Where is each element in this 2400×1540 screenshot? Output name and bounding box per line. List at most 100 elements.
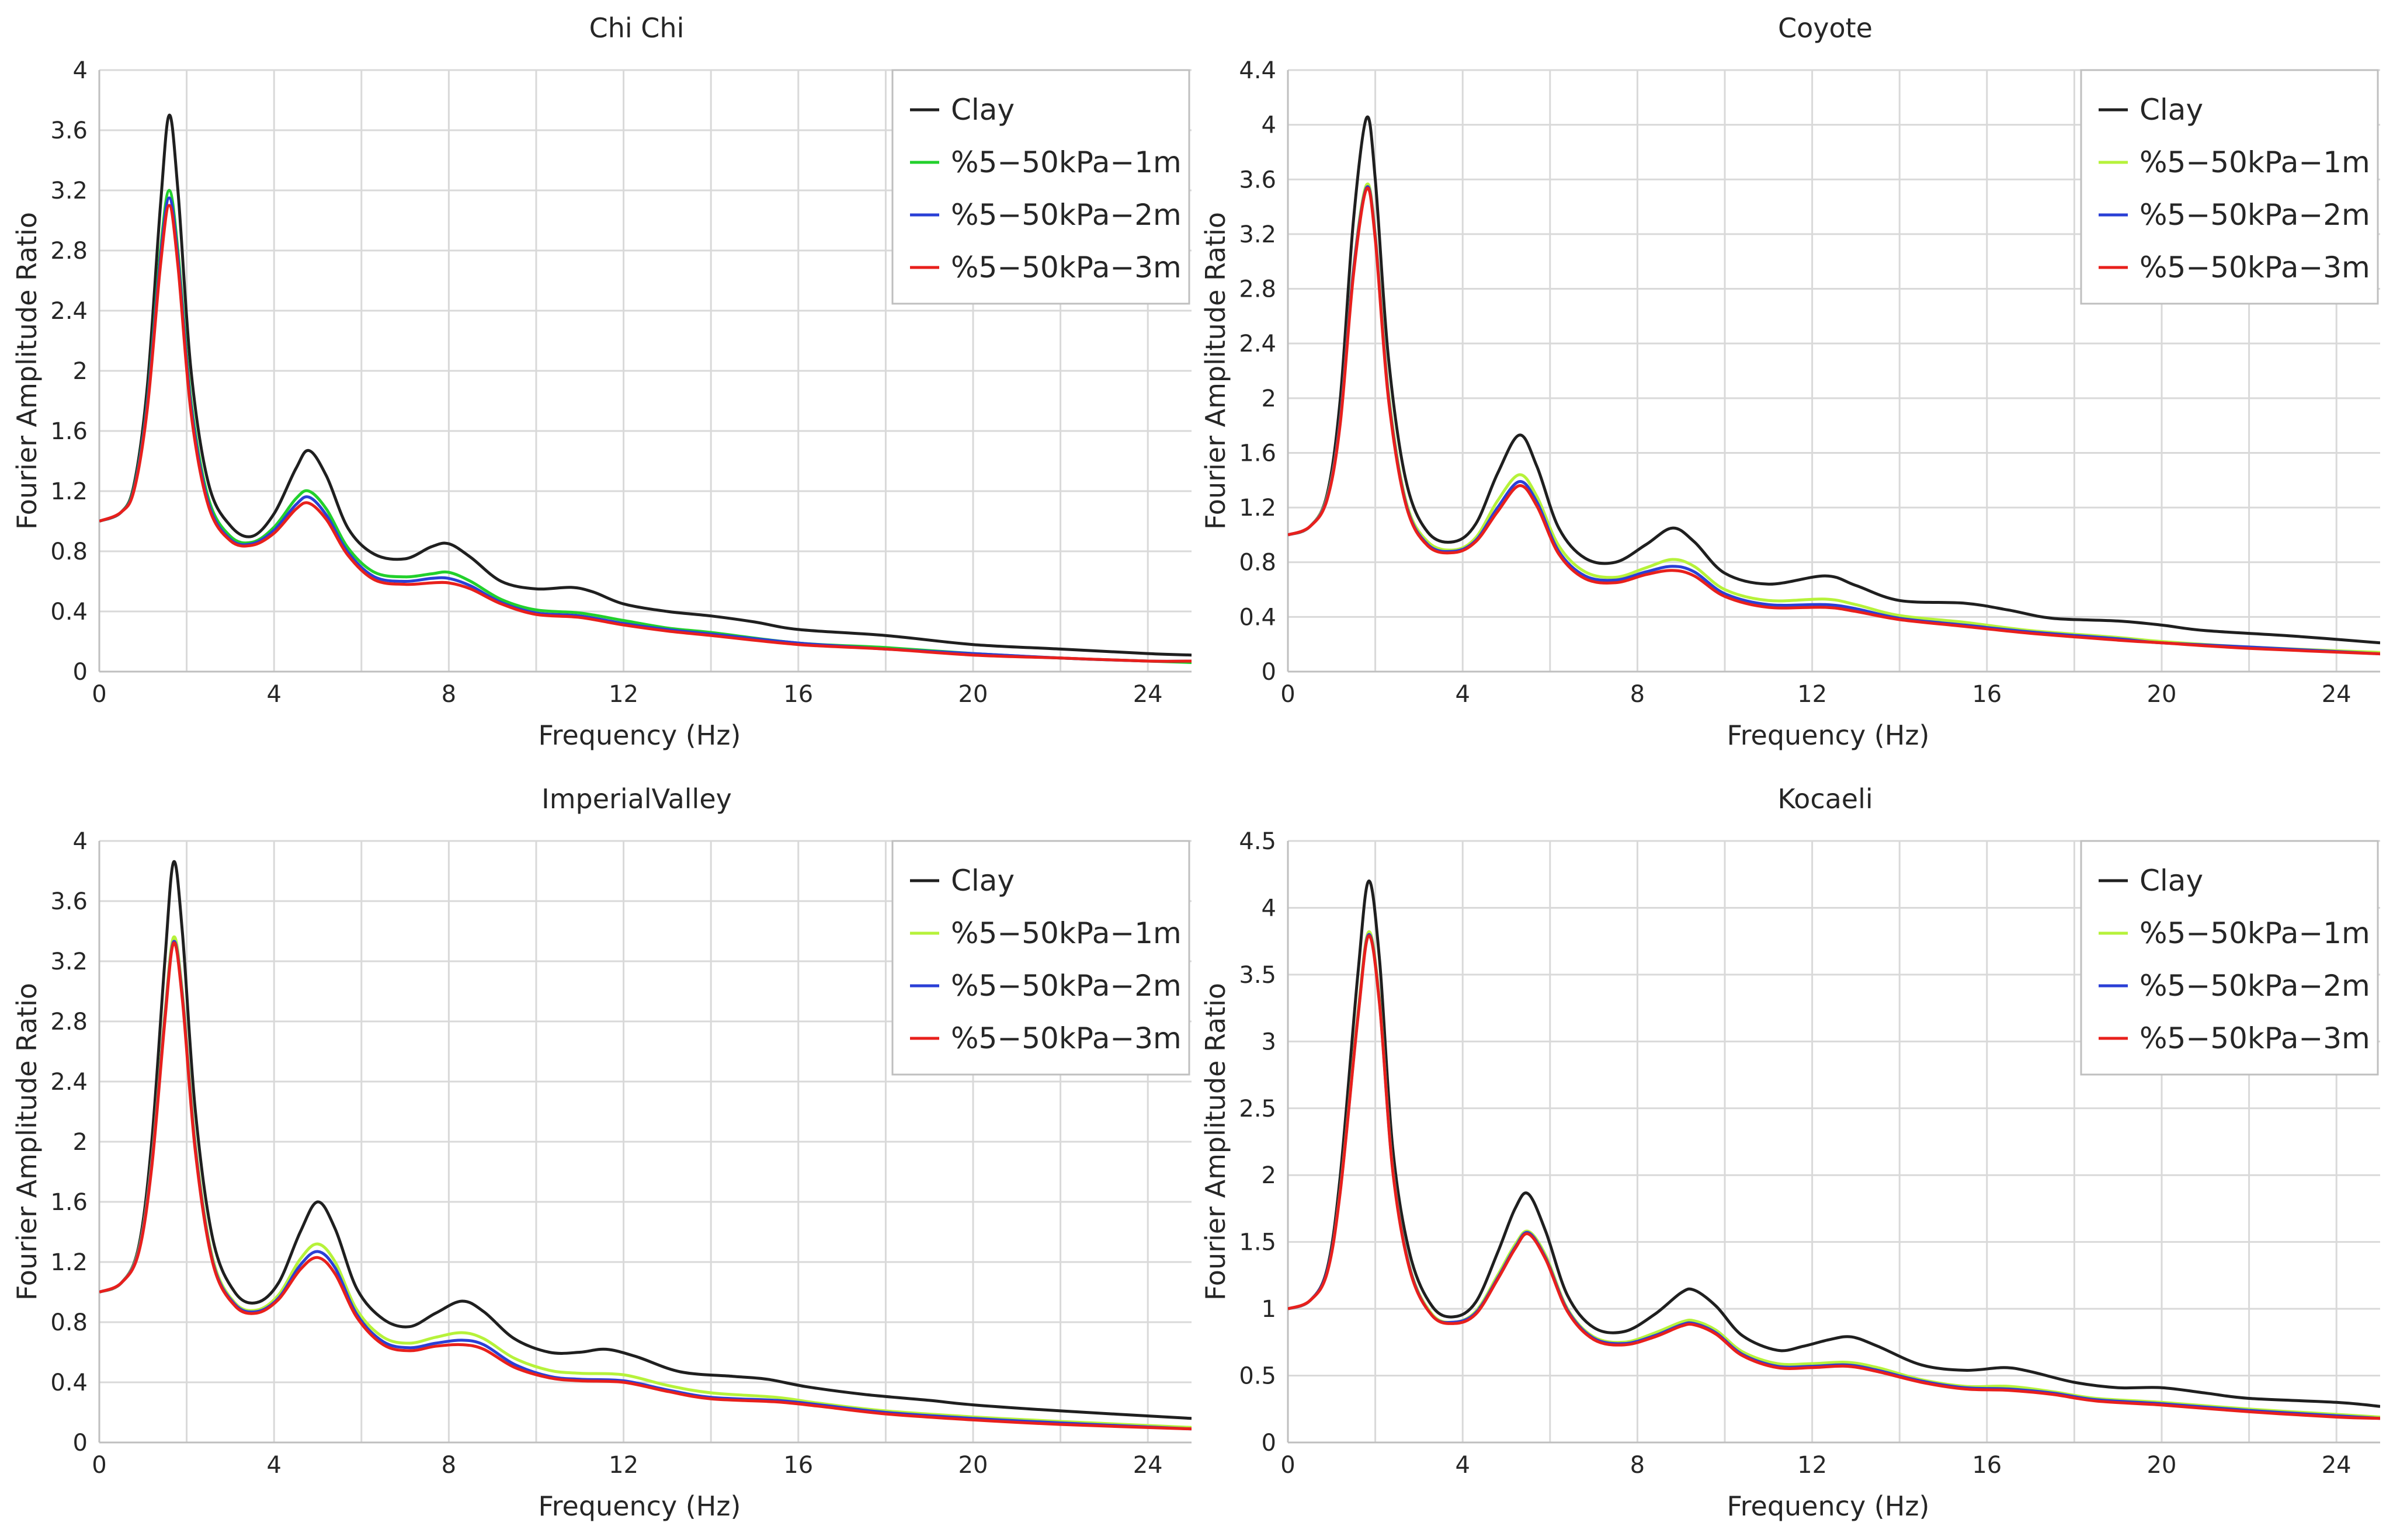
- x-axis-label: Frequency (Hz): [539, 719, 741, 751]
- y-tick-label: 2.4: [50, 1069, 88, 1096]
- series-line-0: [1288, 115, 2380, 645]
- y-tick-label: 4.5: [1239, 828, 1276, 855]
- y-tick-label: 2: [73, 358, 88, 385]
- chart-svg: Chi Chi 0 0.4 0.8 1.2 1.6 2 2.4 2.8 3.2 3.6 4 0 4 8 12 1…: [11, 12, 1192, 751]
- chart-title: ImperialValley: [541, 783, 732, 815]
- legend-label: %5−50kPa−2m: [2139, 198, 2370, 232]
- y-tick-label: 3.6: [1239, 166, 1276, 193]
- x-tick-label: 12: [1797, 1452, 1827, 1479]
- legend-label: %5−50kPa−2m: [951, 198, 1182, 232]
- legend-label: Clay: [951, 864, 1015, 898]
- x-tick-label: 24: [2322, 681, 2352, 708]
- x-tick-label: 24: [1133, 1452, 1163, 1479]
- x-tick-label: 24: [2322, 1452, 2352, 1479]
- x-tick-label: 12: [1797, 681, 1827, 708]
- legend-label: Clay: [2139, 93, 2203, 127]
- x-tick-label: 12: [609, 681, 638, 708]
- legend-label: %5−50kPa−2m: [951, 969, 1182, 1003]
- legend-box: [2080, 840, 2379, 1076]
- y-tick-label: 2: [1262, 1162, 1276, 1189]
- legend-box: [891, 840, 1190, 1076]
- y-tick-label: 0: [1262, 1430, 1276, 1456]
- x-tick-label: 4: [1455, 1452, 1470, 1479]
- y-tick-label: 4: [73, 57, 88, 84]
- legend-label: Clay: [951, 93, 1015, 127]
- chart-panel-coyote: Coyote 0 0.4 0.8 1.2 1.6 2 2.4 2.8 3.2 3.6 4 4.4 0 4 8 1…: [1189, 0, 2380, 759]
- x-tick-label: 4: [266, 681, 281, 708]
- legend-label: Clay: [2139, 864, 2203, 898]
- y-tick-label: 2.5: [1239, 1096, 1276, 1122]
- y-axis-label: Fourier Amplitude Ratio: [1200, 212, 1231, 530]
- y-tick-label: 0.4: [50, 1369, 88, 1396]
- x-tick-label: 4: [266, 1452, 281, 1479]
- series-line-0: [99, 113, 1192, 657]
- x-tick-label: 8: [1630, 1452, 1645, 1479]
- legend-box: [891, 69, 1190, 305]
- chart-title: Coyote: [1778, 12, 1873, 44]
- y-tick-label: 2.4: [1239, 331, 1276, 357]
- legend-label: %5−50kPa−2m: [2139, 969, 2370, 1003]
- y-tick-label: 2.8: [50, 1009, 88, 1035]
- x-tick-label: 8: [442, 1452, 456, 1479]
- y-tick-label: 2: [73, 1129, 88, 1156]
- x-tick-label: 20: [958, 1452, 988, 1479]
- series-group: [99, 113, 1192, 664]
- y-tick-label: 0: [1262, 659, 1276, 686]
- series-line-3: [1288, 186, 2380, 656]
- legend-label: %5−50kPa−3m: [2139, 1021, 2370, 1055]
- chart-svg: ImperialValley 0 0.4 0.8 1.2 1.6 2 2.4 2.8 3.2 3.6…: [11, 783, 1192, 1522]
- y-tick-label: 4: [1262, 895, 1276, 922]
- y-tick-label: 2: [1262, 385, 1276, 412]
- y-tick-label: 1.6: [1239, 440, 1276, 467]
- y-tick-label: 3.5: [1239, 962, 1276, 989]
- x-tick-label: 8: [442, 681, 456, 708]
- y-axis-label: Fourier Amplitude Ratio: [11, 983, 43, 1301]
- legend-box: [2080, 69, 2379, 305]
- series-line-0: [99, 860, 1192, 1420]
- x-tick-label: 0: [92, 681, 106, 708]
- y-tick-label: 0: [73, 1430, 88, 1456]
- chart-title: Kocaeli: [1777, 783, 1873, 815]
- legend-label: %5−50kPa−1m: [951, 145, 1182, 179]
- y-tick-label: 0.5: [1239, 1363, 1276, 1390]
- x-axis-label: Frequency (Hz): [1727, 719, 1930, 751]
- y-tick-label: 0.4: [50, 599, 88, 625]
- y-tick-label: 3: [1262, 1028, 1276, 1055]
- y-tick-label: 2.8: [1239, 276, 1276, 303]
- y-tick-label: 0: [73, 659, 88, 686]
- x-tick-label: 4: [1455, 681, 1470, 708]
- y-axis-label: Fourier Amplitude Ratio: [11, 212, 43, 530]
- y-tick-label: 1.6: [50, 418, 88, 445]
- chart-svg: Kocaeli 0 0.5 1 1.5 2 2.5 3 3.5 4 4.5 0 4 8 12 16 20 24 Fr…: [1200, 783, 2380, 1522]
- y-tick-label: 1: [1262, 1296, 1276, 1323]
- x-axis-label: Frequency (Hz): [539, 1490, 741, 1522]
- y-tick-label: 0.4: [1239, 604, 1276, 631]
- chart-svg: Coyote 0 0.4 0.8 1.2 1.6 2 2.4 2.8 3.2 3.6 4 4.4 0 4 8 1…: [1200, 12, 2380, 751]
- x-tick-label: 16: [1972, 1452, 2002, 1479]
- y-tick-label: 1.2: [50, 478, 88, 505]
- x-tick-label: 16: [783, 681, 813, 708]
- x-tick-label: 16: [1972, 681, 2002, 708]
- x-tick-label: 12: [609, 1452, 638, 1479]
- x-tick-label: 20: [2147, 681, 2177, 708]
- legend-label: %5−50kPa−3m: [951, 251, 1182, 284]
- x-tick-label: 20: [958, 681, 988, 708]
- y-tick-label: 0.8: [1239, 550, 1276, 576]
- chart-panel-imperial-valley: ImperialValley 0 0.4 0.8 1.2 1.6 2 2.4 2.8 3.2 3.6…: [0, 771, 1192, 1530]
- chart-panel-chi-chi: Chi Chi 0 0.4 0.8 1.2 1.6 2 2.4 2.8 3.2 3.6 4 0 4 8 12 1…: [0, 0, 1192, 759]
- y-tick-label: 3.6: [50, 117, 88, 144]
- series-line-3: [99, 204, 1192, 663]
- x-tick-label: 0: [1280, 681, 1295, 708]
- legend-label: %5−50kPa−3m: [951, 1021, 1182, 1055]
- y-tick-label: 3.2: [50, 948, 88, 975]
- legend-label: %5−50kPa−1m: [2139, 916, 2370, 950]
- y-tick-label: 0.8: [50, 1309, 88, 1336]
- y-tick-label: 1.5: [1239, 1229, 1276, 1256]
- y-tick-label: 4: [1262, 112, 1276, 139]
- legend-label: %5−50kPa−1m: [951, 916, 1182, 950]
- y-tick-label: 4.4: [1239, 57, 1276, 84]
- legend-label: %5−50kPa−3m: [2139, 251, 2370, 284]
- x-tick-label: 24: [1133, 681, 1163, 708]
- y-tick-label: 3.2: [1239, 221, 1276, 248]
- series-group: [99, 860, 1192, 1431]
